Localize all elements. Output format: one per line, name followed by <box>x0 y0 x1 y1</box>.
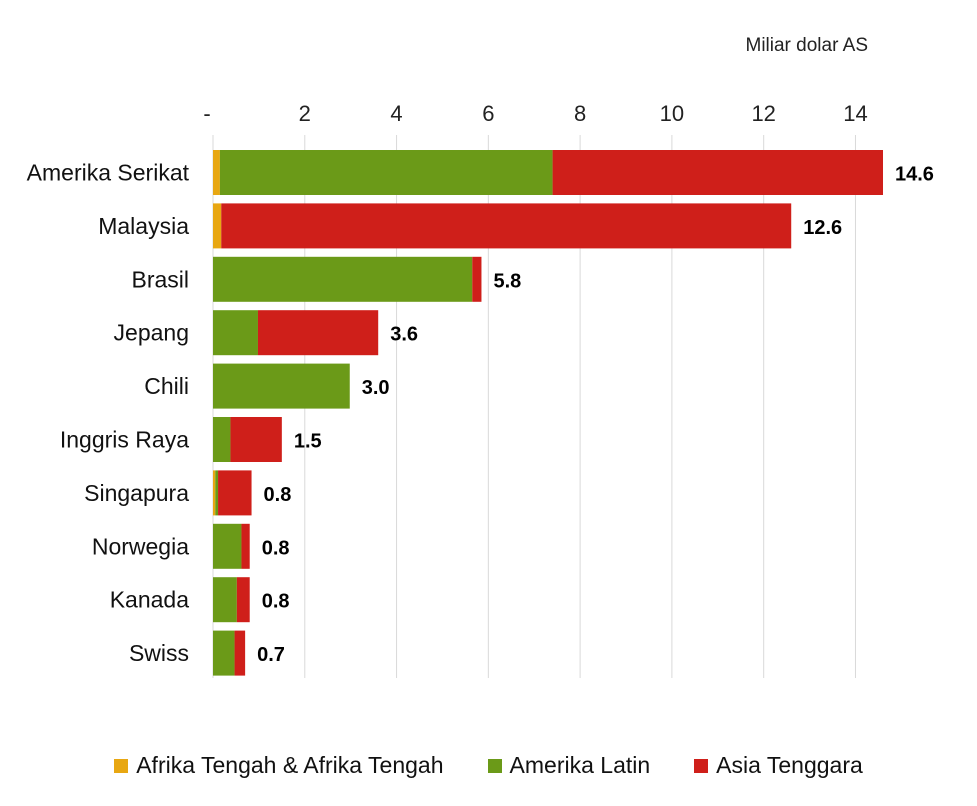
bar-segment <box>213 417 231 462</box>
x-tick-label: 10 <box>660 101 684 126</box>
total-label: 12.6 <box>803 217 842 239</box>
category-label: Chili <box>144 373 189 399</box>
category-label: Kanada <box>110 587 190 613</box>
bar-segment <box>221 203 792 249</box>
x-axis-ticks: - 2 4 6 8 10 12 14 <box>203 101 867 126</box>
bar-segment <box>218 470 252 516</box>
total-label: 3.6 <box>390 324 418 346</box>
category-labels: Amerika Serikat Malaysia Brasil Jepang Chili… <box>27 160 190 667</box>
legend-swatch <box>487 758 502 773</box>
category-label: Amerika Serikat <box>27 160 190 186</box>
total-label: 0.8 <box>262 591 290 613</box>
legend-item: Asia Tenggara <box>694 752 863 779</box>
bar-segment <box>213 203 222 249</box>
bar-segment <box>234 630 246 676</box>
category-label: Swiss <box>129 640 189 666</box>
bar-segment <box>213 310 258 356</box>
legend-item: Amerika Latin <box>487 752 651 779</box>
x-tick-label: 12 <box>751 101 775 126</box>
bar-segment <box>213 363 350 409</box>
legend-label: Amerika Latin <box>509 752 651 778</box>
category-label: Singapura <box>84 480 189 506</box>
total-label: 0.8 <box>264 484 292 506</box>
total-label: 0.8 <box>262 537 290 559</box>
category-label: Norwegia <box>92 533 189 559</box>
unit-label: Miliar dolar AS <box>746 35 869 56</box>
x-tick-label: 6 <box>482 101 494 126</box>
bar-segment <box>257 310 379 356</box>
total-label: 3.0 <box>362 377 390 399</box>
bar-segment <box>230 417 282 462</box>
category-label: Jepang <box>114 320 189 346</box>
legend: Afrika Tengah & Afrika Tengah Amerika Lat… <box>0 752 977 779</box>
legend-item: Afrika Tengah & Afrika Tengah <box>114 752 444 779</box>
bar-segment <box>213 577 237 623</box>
legend-label: Asia Tenggara <box>716 752 863 778</box>
bar-segment <box>213 150 220 195</box>
x-tick-label: 4 <box>390 101 402 126</box>
total-label: 0.7 <box>257 644 285 666</box>
total-label: 5.8 <box>493 270 521 292</box>
category-label: Inggris Raya <box>60 427 189 453</box>
x-tick-label: 2 <box>299 101 311 126</box>
total-label: 14.6 <box>895 164 934 186</box>
bar-segment <box>236 577 250 623</box>
bar-segment <box>213 470 216 516</box>
x-tick-label: - <box>203 101 210 126</box>
total-labels: 14.6 12.6 5.8 3.6 3.0 1.5 0.8 0.8 0.8 0.7 <box>257 164 934 667</box>
legend-label: Afrika Tengah & Afrika Tengah <box>136 752 444 778</box>
legend-swatch <box>114 758 129 773</box>
bar-segment <box>552 150 883 195</box>
x-tick-label: 8 <box>574 101 586 126</box>
category-label: Brasil <box>131 266 189 292</box>
bar-segment <box>241 523 250 569</box>
bar-segment <box>215 470 219 516</box>
category-label: Malaysia <box>98 213 189 239</box>
bar-segment <box>472 256 482 302</box>
x-tick-label: 14 <box>843 101 867 126</box>
chart: - 2 4 6 8 10 12 14 Amerika Serikat Malaysia Brasi… <box>27 35 934 678</box>
total-label: 1.5 <box>294 431 322 453</box>
bar-segment <box>213 256 473 302</box>
bar-segment <box>219 150 553 195</box>
bar-segment <box>213 630 235 676</box>
bar-segment <box>213 523 242 569</box>
bars <box>213 150 883 676</box>
legend-swatch <box>694 758 709 773</box>
